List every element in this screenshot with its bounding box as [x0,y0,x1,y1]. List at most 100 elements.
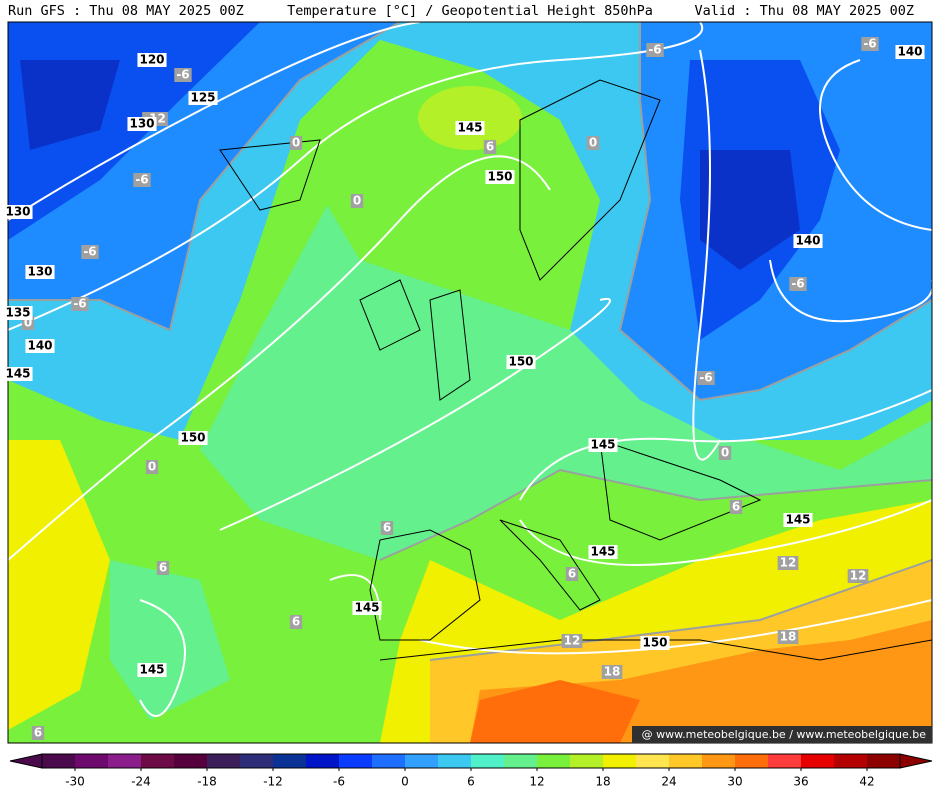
temperature-label-box [718,446,732,460]
height-label-text: 145 [457,121,482,135]
colorbar-band [867,754,901,768]
temperature-label-box [71,297,89,311]
temperature-label-text: 0 [292,136,300,150]
run-info: Run GFS : Thu 08 MAY 2025 00Z [8,3,244,19]
temperature-area [110,200,932,720]
colorbar-band [42,754,76,768]
temperature-label-text: 12 [780,556,797,570]
temperature-label: 6 [729,500,743,514]
colorbar-band [669,754,703,768]
temperature-label-text: 0 [589,136,597,150]
height-label-text: 125 [190,91,215,105]
height-label: 145 [588,438,618,452]
height-label-box [352,601,382,615]
temperature-label-box [697,371,715,385]
colorbar-band [537,754,571,768]
temperature-label: 12 [847,569,869,583]
temperature-label-text: 18 [780,630,797,644]
colorbar-band [834,754,868,768]
temperature-label-box [861,37,879,51]
colorbar-tick-label: 30 [727,775,742,789]
colorbar-band [438,754,472,768]
height-label-text: 150 [642,636,667,650]
temperature-label: -6 [697,371,715,385]
map [7,21,933,744]
temperature-label: 12 [561,634,583,648]
temperature-label-text: 6 [159,561,167,575]
colorbar-tick-label: -12 [263,775,283,789]
temperature-label-box [289,615,303,629]
colorbar-band [405,754,439,768]
colorbar-tick-label: -6 [333,775,345,789]
temperature-label: -6 [133,173,151,187]
colorbar-tick-label: 42 [859,775,874,789]
temperature-label-box [81,245,99,259]
temperature-label-text: -6 [135,173,148,187]
temperature-area [20,60,800,270]
temperature-label: -6 [71,297,89,311]
colorbar-band [735,754,769,768]
valid-info: Valid : Thu 08 MAY 2025 00Z [695,3,914,19]
height-label-text: 150 [508,355,533,369]
temperature-label-box [380,521,394,535]
temperature-label: 6 [31,726,45,740]
height-label: 145 [455,121,485,135]
height-label-text: 145 [5,367,30,381]
temperature-label: 6 [565,567,579,581]
temperature-label-text: 0 [148,460,156,474]
colorbar-tick-label: 6 [467,775,475,789]
height-label-text: 140 [27,339,52,353]
height-label: 145 [588,545,618,559]
height-label: 130 [3,205,33,219]
colorbar-band [504,754,538,768]
temperature-label: 6 [380,521,394,535]
colorbar-band [570,754,604,768]
height-label-box [3,205,33,219]
height-label: 145 [3,367,33,381]
height-label-box [178,431,208,445]
colorbar-tick-label: 24 [661,775,676,789]
temperature-label-box [156,561,170,575]
colorbar-tick-label: -30 [65,775,85,789]
temperature-label-text: 6 [34,726,42,740]
height-label: 125 [188,91,218,105]
temperature-label-text: 6 [292,615,300,629]
height-label: 145 [352,601,382,615]
temperature-label-box [31,726,45,740]
colorbar-band [207,754,241,768]
temperature-label-box [847,569,869,583]
height-label: 140 [25,339,55,353]
height-label-box [127,117,157,131]
colorbar-band [108,754,142,768]
temperature-label: 6 [156,561,170,575]
height-label-text: 145 [785,513,810,527]
temperature-label: -6 [789,277,807,291]
temperature-label-text: 0 [721,446,729,460]
height-label-box [783,513,813,527]
isotherm [8,22,932,661]
colorbar-band [339,754,373,768]
temperature-label-text: 0 [24,316,32,330]
temperature-label-text: 18 [604,665,621,679]
colorbar-band [75,754,109,768]
temperature-label-box [646,43,664,57]
height-label-text: 120 [139,53,164,67]
temperature-label-box [729,500,743,514]
height-label-box [588,438,618,452]
colorbar-band [702,754,736,768]
height-label: 130 [127,117,157,131]
height-label-box [137,663,167,677]
colorbar-band [636,754,670,768]
colorbar-tick-label: 12 [529,775,544,789]
temperature-label: 18 [777,630,799,644]
colorbar-tick-label: 0 [401,775,409,789]
height-label-box [485,170,515,184]
temperature-label-text: -6 [73,297,86,311]
temperature-label: -6 [861,37,879,51]
height-label-text: 145 [139,663,164,677]
temperature-label-text: 6 [568,567,576,581]
height-label: 140 [895,45,925,59]
height-label: 150 [640,636,670,650]
temperature-label: 18 [601,665,623,679]
colorbar-band [306,754,340,768]
